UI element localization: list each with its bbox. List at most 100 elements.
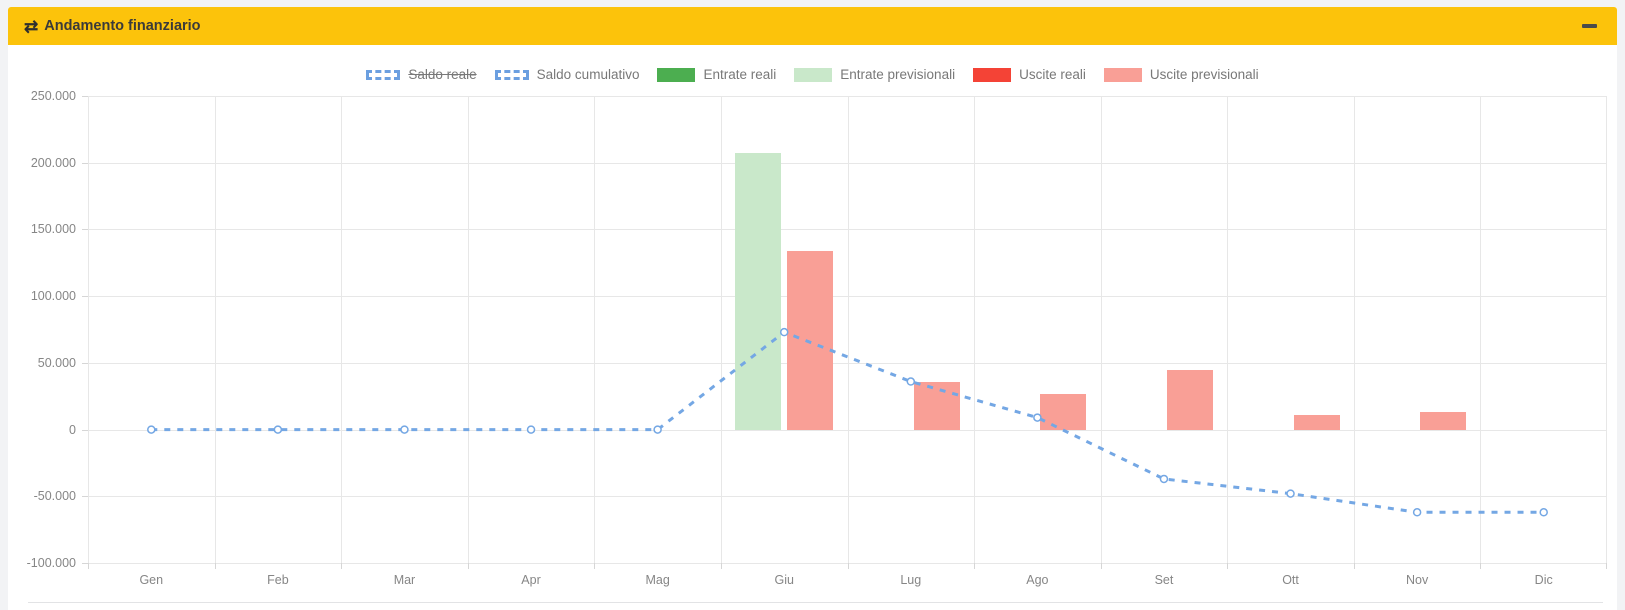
x-axis-tick: [720, 563, 722, 569]
y-axis-label: -50.000: [33, 489, 76, 504]
line-marker-giu: [779, 327, 789, 337]
bar-uscite-previsionali-nov: [1420, 412, 1467, 430]
x-axis-label-ott: Ott: [1282, 573, 1299, 587]
x-axis-tick: [1353, 563, 1355, 569]
transfer-arrows-icon: ⇄: [24, 16, 39, 36]
line-marker-lug: [906, 377, 916, 386]
x-gridline: [847, 96, 849, 563]
x-axis-label-apr: Apr: [521, 573, 541, 587]
x-axis-label-feb: Feb: [267, 573, 289, 587]
x-axis-tick: [1227, 563, 1229, 569]
y-axis-tick: [82, 162, 88, 164]
y-axis-tick: [82, 296, 88, 298]
x-gridline: [720, 96, 722, 563]
legend-item-entrate-reali[interactable]: Entrate reali: [657, 67, 776, 82]
panel-header: ⇄ Andamento finanziario: [8, 7, 1617, 45]
x-axis-tick: [974, 563, 976, 569]
x-gridline: [214, 96, 216, 563]
x-gridline: [1227, 96, 1229, 563]
plot-area: 250.000 200.000 150.000 100.000 50.000 0 -50.0…: [27, 89, 1607, 587]
y-axis-label: 100.000: [30, 289, 76, 304]
bottom-divider: [28, 602, 1603, 603]
y-axis-label: 150.000: [30, 222, 76, 237]
x-axis-tick: [214, 563, 216, 569]
x-gridline: [1606, 96, 1607, 563]
collapse-button[interactable]: [1578, 20, 1601, 32]
bar-uscite-previsionali-giu: [787, 250, 834, 430]
x-gridline: [974, 96, 976, 563]
x-gridline: [1100, 96, 1102, 563]
x-axis-label-dic: Dic: [1534, 573, 1553, 587]
line-marker-ago: [1033, 413, 1042, 422]
line-marker-ott: [1286, 489, 1295, 498]
legend-label: Uscite previsionali: [1149, 67, 1259, 82]
legend-item-uscite-reali[interactable]: Uscite reali: [973, 67, 1086, 82]
bar-uscite-previsionali-ott: [1293, 414, 1340, 430]
y-axis-label: 250.000: [30, 89, 76, 103]
minus-icon: [1582, 24, 1597, 28]
x-axis-tick: [594, 563, 596, 569]
y-axis-tick: [82, 429, 88, 431]
x-axis-label-set: Set: [1154, 573, 1174, 587]
bar-uscite-previsionali-lug: [913, 381, 960, 430]
line-marker-dic: [1539, 508, 1548, 517]
x-axis-tick: [467, 563, 469, 569]
y-axis-tick: [82, 496, 88, 498]
y-axis-tick: [82, 362, 88, 364]
y-axis-label: 200.000: [30, 155, 76, 170]
andamento-finanziario-panel: ⇄ Andamento finanziario Saldo reale Saldo…: [8, 7, 1617, 610]
line-marker-gen: [147, 425, 156, 434]
x-gridline: [467, 96, 469, 563]
x-axis-label-mar: Mar: [393, 573, 416, 587]
x-gridline: [1480, 96, 1482, 563]
x-axis-tick: [1606, 563, 1607, 569]
x-gridline: [1353, 96, 1355, 563]
y-axis-label: 50.000: [37, 355, 76, 370]
legend-label: Entrate previsionali: [840, 67, 956, 82]
legend-item-saldo-cumulativo[interactable]: Saldo cumulativo: [494, 67, 640, 82]
x-axis-label-ago: Ago: [1026, 573, 1049, 587]
legend-item-uscite-previsionali[interactable]: Uscite previsionali: [1103, 67, 1259, 82]
bar-uscite-previsionali-ago: [1040, 393, 1087, 430]
legend-label: Saldo cumulativo: [536, 67, 640, 82]
line-marker-mar: [400, 425, 409, 434]
x-axis-label-giu: Giu: [774, 573, 794, 587]
bar-entrate-previsionali-giu: [735, 153, 782, 430]
legend-color-swatch: [657, 67, 696, 82]
legend-label: Saldo reale: [408, 67, 477, 82]
line-marker-mag: [653, 425, 662, 434]
x-axis-tick: [847, 563, 849, 569]
line-marker-set: [1159, 474, 1169, 484]
y-axis-label: 0: [69, 422, 76, 437]
x-axis-tick: [1100, 563, 1102, 569]
legend-label: Entrate reali: [703, 67, 777, 82]
legend-color-swatch: [794, 67, 833, 82]
x-axis-label-gen: Gen: [139, 573, 164, 587]
y-axis-tick: [82, 229, 88, 231]
line-marker-feb: [273, 425, 283, 434]
line-marker-nov: [1412, 508, 1422, 517]
x-axis-label-mag: Mag: [645, 573, 670, 587]
legend-dashed-box-swatch: [494, 69, 529, 80]
legend-item-saldo-reale[interactable]: Saldo reale: [366, 67, 477, 82]
line-marker-apr: [526, 425, 536, 434]
x-gridline: [341, 96, 343, 563]
x-axis-label-nov: Nov: [1406, 573, 1429, 587]
x-axis-tick: [341, 563, 343, 569]
chart-legend: Saldo reale Saldo cumulativo Entrate reali…: [8, 67, 1617, 82]
x-axis-tick: [1480, 563, 1482, 569]
panel-title-text: Andamento finanziario: [44, 18, 201, 34]
x-axis-label-lug: Lug: [900, 573, 922, 587]
legend-color-swatch: [1103, 67, 1142, 82]
bar-uscite-previsionali-set: [1166, 369, 1213, 430]
legend-item-entrate-previsionali[interactable]: Entrate previsionali: [794, 67, 955, 82]
legend-color-swatch: [973, 67, 1012, 82]
x-gridline: [594, 96, 596, 563]
y-axis-tick: [82, 563, 88, 564]
y-axis-label: -100.000: [26, 556, 76, 570]
line-series-saldo-cumulativo: [147, 327, 1548, 517]
y-axis-tick: [82, 96, 88, 97]
x-gridline: [88, 96, 89, 563]
panel-title: ⇄ Andamento finanziario: [24, 18, 201, 35]
x-axis-tick: [88, 563, 89, 569]
